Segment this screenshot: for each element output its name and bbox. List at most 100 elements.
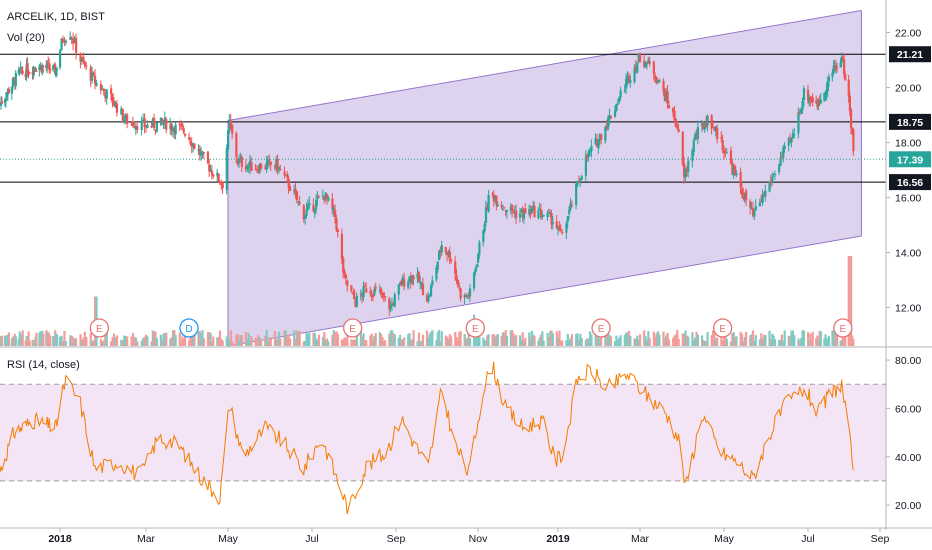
volume-bar — [458, 332, 461, 346]
event-circle — [465, 318, 485, 338]
volume-bar — [645, 340, 649, 346]
volume-bar — [769, 338, 773, 346]
volume-bar — [351, 339, 354, 346]
volume-bar — [600, 334, 603, 346]
volume-bar — [801, 330, 804, 346]
candle-body — [522, 209, 526, 219]
volume-bar — [286, 336, 289, 346]
volume-bar — [615, 335, 618, 346]
candle-body — [38, 66, 41, 71]
candle-body — [10, 86, 14, 94]
volume-bar — [754, 335, 757, 346]
candle-body — [192, 143, 195, 147]
candle-body — [832, 65, 835, 74]
volume-bar — [783, 330, 786, 346]
volume-bar — [238, 339, 241, 346]
candle-body — [257, 168, 260, 173]
candle-body — [645, 62, 649, 65]
candle-body — [89, 67, 92, 81]
channel-shape[interactable] — [227, 10, 862, 347]
candle-body — [293, 190, 296, 192]
event-marker-dividend[interactable]: D — [179, 318, 199, 338]
rsi-tick-label: 20.00 — [895, 500, 921, 512]
volume-bar — [420, 340, 423, 346]
volume-bar — [325, 338, 329, 346]
volume-bar — [304, 340, 307, 346]
candle-body — [238, 159, 241, 164]
volume-bar — [265, 330, 268, 346]
volume-bar — [547, 336, 551, 346]
volume-bar — [342, 339, 345, 346]
candle-body — [484, 207, 488, 223]
candle-body — [547, 212, 551, 214]
event-marker-earnings[interactable]: E — [833, 318, 853, 338]
candle-body — [558, 226, 561, 231]
channel-top-line[interactable] — [227, 10, 862, 121]
volume-bar — [654, 336, 657, 346]
candle-body — [607, 117, 610, 129]
candle-body — [399, 282, 402, 284]
volume-bar — [764, 335, 767, 346]
volume-bar — [294, 338, 297, 346]
volume-bar — [131, 332, 135, 346]
candle-body — [331, 198, 334, 210]
candle-body — [584, 155, 587, 176]
volume-bar — [609, 336, 613, 346]
event-circle — [179, 318, 199, 338]
volume-bar — [500, 335, 503, 346]
rsi-tick-label: 80.00 — [895, 355, 921, 367]
volume-bar — [165, 332, 168, 346]
volume-bar — [454, 332, 457, 346]
candle-body — [440, 245, 443, 253]
candle-body — [487, 195, 490, 212]
volume-bar — [69, 335, 72, 346]
candle-body — [807, 89, 810, 101]
volume-bar — [739, 331, 742, 346]
candle-body — [124, 115, 127, 119]
volume-bar — [618, 337, 621, 346]
candle-body — [844, 73, 847, 81]
volume-bar — [779, 339, 782, 346]
candle-body — [687, 160, 690, 172]
time-tick-label: 2018 — [48, 533, 72, 545]
candle-body — [512, 212, 515, 214]
volume-bar — [343, 337, 346, 346]
candle-body — [336, 229, 339, 233]
volume-bar — [762, 334, 766, 346]
volume-bar — [240, 335, 243, 346]
volume-bar — [745, 332, 748, 346]
event-marker-earnings[interactable]: E — [591, 318, 611, 338]
event-marker-earnings[interactable]: E — [89, 318, 110, 338]
volume-bar — [753, 340, 756, 346]
rsi-label: RSI (14, close) — [7, 359, 80, 371]
candle-body — [56, 68, 59, 70]
candle-body — [518, 213, 522, 218]
volume-bar — [359, 330, 362, 346]
volume-bar — [130, 336, 133, 346]
volume-bar — [808, 340, 811, 346]
candle-body — [808, 97, 811, 103]
volume-bar — [639, 334, 642, 346]
volume-bar — [170, 337, 173, 346]
candle-body — [111, 93, 114, 104]
event-marker-earnings[interactable]: E — [712, 318, 733, 338]
candle-body — [317, 196, 320, 198]
candle-body — [228, 119, 231, 130]
event-marker-earnings[interactable]: E — [465, 318, 485, 338]
price-tick-label: 18.00 — [895, 138, 921, 150]
candle-body — [684, 169, 687, 178]
volume-bar — [773, 339, 777, 346]
candle-body — [779, 157, 782, 166]
candle-body — [42, 65, 45, 67]
candle-body — [615, 103, 618, 111]
candle-body — [198, 148, 201, 156]
event-letter: E — [719, 324, 726, 335]
candle-body — [154, 129, 157, 131]
candle-body — [121, 109, 124, 121]
event-marker-earnings[interactable]: E — [342, 318, 363, 338]
candle-body — [550, 213, 553, 225]
volume-bar — [189, 335, 192, 346]
volume-bar — [403, 337, 406, 346]
channel-bottom-line[interactable] — [227, 235, 862, 347]
